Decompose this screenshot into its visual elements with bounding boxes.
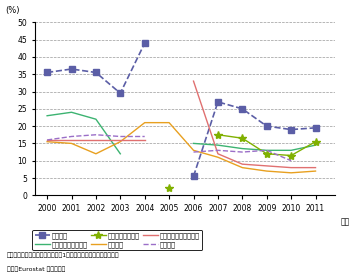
Line: 職業訓練: 職業訓練 xyxy=(47,135,145,140)
雇用創出 xyxy=(69,67,74,71)
起業促進 xyxy=(216,156,220,159)
起業促進 xyxy=(265,169,269,173)
雇用創出 xyxy=(94,71,98,74)
雇用インセンティブ xyxy=(45,114,49,117)
障害者等の雇用・訓練 xyxy=(118,138,122,142)
職業訓練 xyxy=(69,135,74,138)
起業促進 xyxy=(45,140,49,143)
起業促進 xyxy=(191,149,195,152)
職業訓練 xyxy=(143,135,147,138)
Line: 起業促進: 起業促進 xyxy=(47,123,315,173)
雇用インセンティブ xyxy=(94,117,98,121)
起業促進 xyxy=(69,142,74,145)
Line: 雇用インセンティブ: 雇用インセンティブ xyxy=(47,112,120,154)
起業促進 xyxy=(240,166,244,169)
Text: 資料：Eurostat から作成。: 資料：Eurostat から作成。 xyxy=(7,266,65,272)
起業促進 xyxy=(94,152,98,155)
Line: 雇用創出: 雇用創出 xyxy=(44,40,148,96)
起業促進 xyxy=(289,171,293,174)
障害者等の雇用・訓練 xyxy=(69,138,74,142)
雇用創出 xyxy=(143,41,147,45)
雇用創出 xyxy=(45,71,49,74)
Text: (%): (%) xyxy=(5,6,20,15)
雇用インセンティブ xyxy=(69,110,74,114)
Text: 備考：各プログラム参加者のうつ1年以上失業している者の割合。: 備考：各プログラム参加者のうつ1年以上失業している者の割合。 xyxy=(7,252,120,258)
職業訓練 xyxy=(45,138,49,142)
Legend: 雇用創出, 雇用インセンティブ, 労働市場サービス, 起業促進, 障害者等の雇用・訓練, 職業訓練: 雇用創出, 雇用インセンティブ, 労働市場サービス, 起業促進, 障害者等の雇用… xyxy=(32,230,202,250)
雇用インセンティブ xyxy=(118,152,122,155)
起業促進 xyxy=(118,140,122,143)
雇用創出 xyxy=(118,92,122,95)
Text: （年）: （年） xyxy=(341,218,349,227)
職業訓練 xyxy=(118,135,122,138)
起業促進 xyxy=(313,169,318,173)
障害者等の雇用・訓練 xyxy=(94,138,98,142)
障害者等の雇用・訓練 xyxy=(143,138,147,142)
障害者等の雇用・訓練 xyxy=(45,138,49,142)
起業促進 xyxy=(167,121,171,124)
職業訓練 xyxy=(94,133,98,136)
起業促進 xyxy=(143,121,147,124)
